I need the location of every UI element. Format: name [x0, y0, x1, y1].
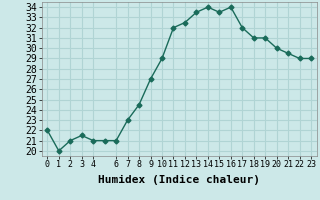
X-axis label: Humidex (Indice chaleur): Humidex (Indice chaleur)	[98, 175, 260, 185]
